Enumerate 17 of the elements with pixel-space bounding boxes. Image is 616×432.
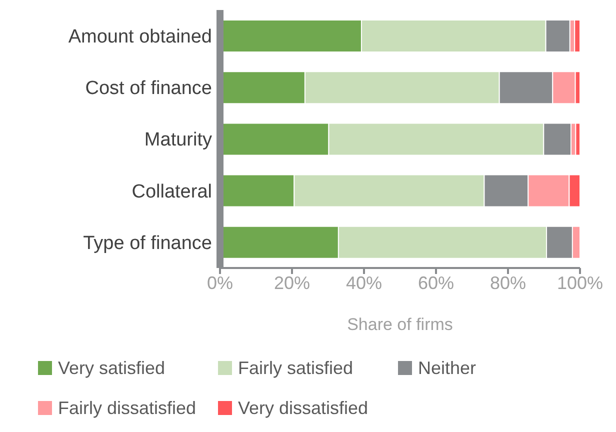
legend-label: Fairly dissatisfied: [58, 398, 196, 418]
x-tick-label: 80%: [490, 272, 526, 293]
x-tick-label: 0%: [206, 272, 234, 293]
y-tick-label: Cost of finance: [85, 78, 212, 100]
legend-label: Fairly satisfied: [238, 358, 354, 378]
legend-label: Very satisfied: [58, 358, 166, 378]
legend-label: Neither: [418, 358, 476, 378]
y-tick-label: Maturity: [144, 130, 212, 151]
y-tick-label: Amount obtained: [68, 26, 212, 48]
legend-label: Very dissatisfied: [238, 398, 368, 418]
x-tick-label: 100%: [556, 272, 604, 293]
y-tick-label: Type of finance: [83, 232, 212, 254]
x-tick-label: 60%: [418, 272, 454, 293]
x-tick-label: 20%: [274, 272, 310, 293]
y-tick-label: Collateral: [132, 181, 212, 202]
x-axis-title: Share of firms: [347, 315, 453, 334]
x-tick-label: 40%: [346, 272, 382, 293]
